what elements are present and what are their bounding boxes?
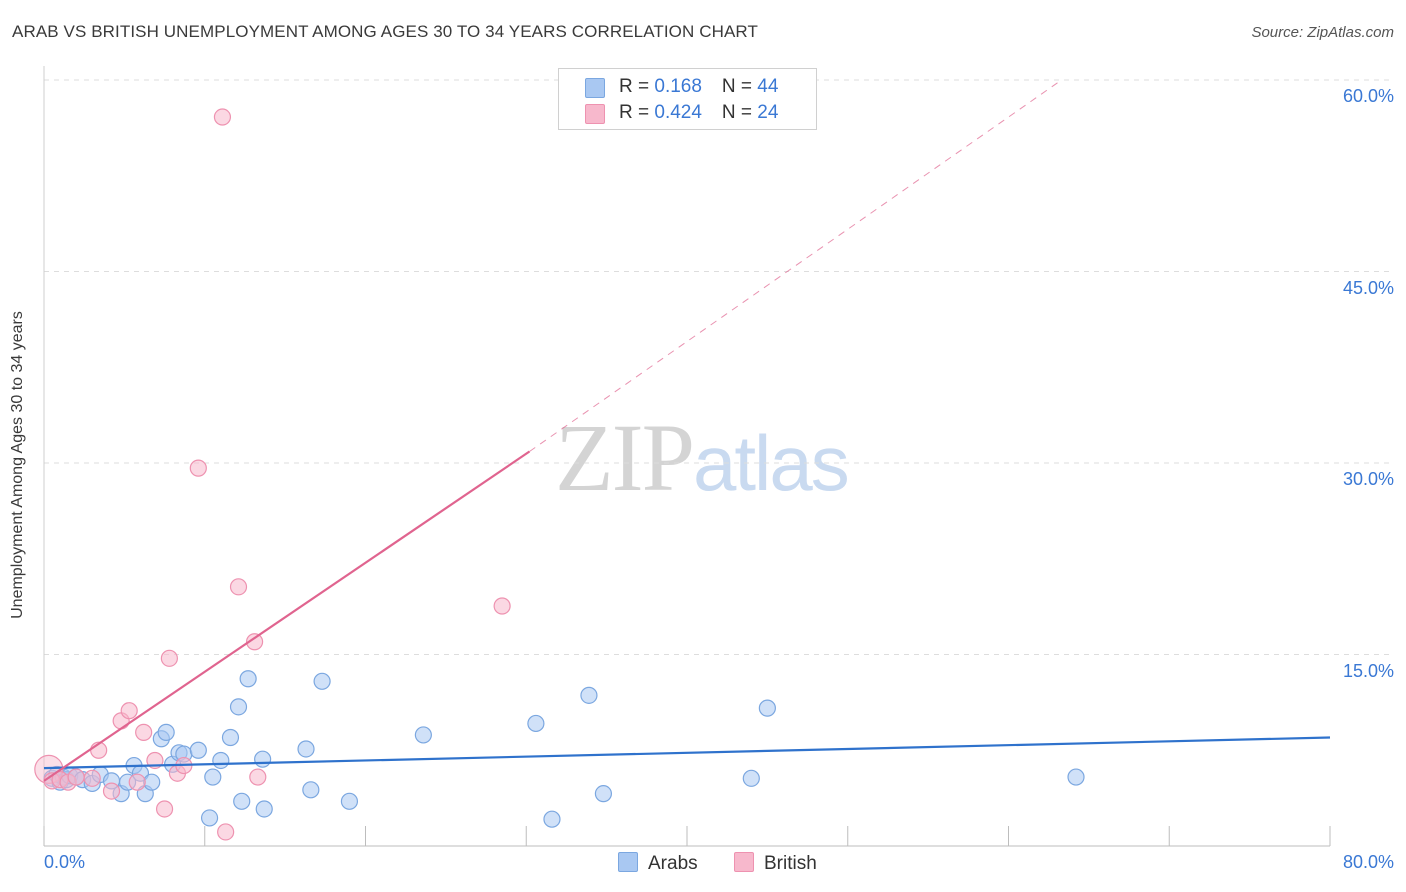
x-tick-label-min: 0.0% — [44, 852, 86, 872]
point-british — [189, 459, 207, 477]
point-arabs — [239, 670, 257, 688]
source-label: Source: ZipAtlas.com — [1251, 24, 1394, 41]
bottom-legend-arabs: Arabs — [618, 852, 698, 876]
bottom-legend-label-arabs: Arabs — [648, 853, 698, 874]
point-arabs — [143, 773, 161, 791]
watermark-zip: ZIP — [555, 404, 695, 511]
point-arabs — [254, 750, 272, 768]
bottom-legend-swatch-arabs — [618, 852, 638, 872]
point-arabs — [233, 792, 251, 810]
point-british — [155, 800, 174, 818]
point-british — [217, 823, 235, 841]
legend-n-label: N = — [721, 102, 758, 123]
point-arabs — [200, 809, 219, 827]
point-arabs — [742, 769, 760, 787]
point-arabs — [340, 792, 359, 810]
bottom-legend-swatch-british — [734, 852, 754, 872]
legend-swatch-british — [585, 104, 605, 124]
point-british — [493, 597, 511, 615]
point-british — [229, 578, 248, 596]
point-british — [160, 649, 178, 667]
legend-r-value: 0.168 — [654, 76, 702, 97]
bottom-legend-label-british: British — [764, 853, 817, 874]
point-british — [249, 768, 267, 786]
legend-n-value: 44 — [757, 76, 779, 97]
point-arabs — [157, 723, 175, 741]
watermark: ZIPatlas — [555, 402, 850, 513]
trendline-british — [43, 450, 531, 782]
point-arabs — [221, 728, 240, 747]
point-arabs — [313, 672, 331, 690]
legend: R = 0.168 N = 44 R = 0.424 N = 24 — [558, 68, 817, 130]
point-british — [213, 108, 232, 126]
point-arabs — [255, 800, 273, 818]
point-british — [67, 768, 85, 786]
y-tick-label: 15.0% — [1342, 660, 1394, 681]
point-arabs — [1067, 768, 1085, 786]
point-arabs — [204, 768, 222, 786]
point-arabs — [212, 751, 230, 770]
legend-n-value: 24 — [757, 102, 779, 123]
point-british — [83, 769, 101, 787]
legend-n-label: N = — [721, 76, 758, 97]
point-british — [245, 633, 264, 651]
point-british — [128, 773, 146, 791]
y-tick-label: 60.0% — [1342, 86, 1394, 106]
legend-r-value: 0.424 — [654, 102, 702, 123]
legend-swatch-arabs — [585, 78, 605, 98]
point-british — [102, 782, 121, 800]
point-arabs — [580, 686, 598, 704]
point-arabs — [189, 741, 207, 759]
watermark-atlas: atlas — [693, 419, 850, 507]
point-arabs — [229, 698, 248, 716]
x-tick-label-max: 80.0% — [1342, 852, 1394, 872]
bottom-legend-british: British — [734, 852, 817, 876]
trendline-extension-british — [529, 79, 1062, 452]
point-arabs — [758, 699, 776, 717]
legend-r-label: R = — [619, 102, 655, 123]
legend-text-arabs: R = 0.168 N = 44 — [619, 76, 778, 98]
point-arabs — [297, 740, 315, 758]
y-tick-label: 45.0% — [1342, 277, 1394, 298]
point-arabs — [527, 714, 545, 733]
legend-text-british: R = 0.424 N = 24 — [619, 102, 778, 124]
chart-title: ARAB VS BRITISH UNEMPLOYMENT AMONG AGES … — [12, 22, 758, 41]
point-arabs — [594, 785, 613, 803]
point-british — [135, 723, 153, 741]
point-arabs — [414, 726, 432, 744]
y-tick-label: 30.0% — [1342, 469, 1394, 489]
point-british — [120, 702, 138, 720]
trendline-arabs — [43, 736, 1331, 770]
point-arabs — [543, 810, 561, 828]
point-arabs — [302, 781, 320, 799]
legend-r-label: R = — [619, 76, 655, 97]
